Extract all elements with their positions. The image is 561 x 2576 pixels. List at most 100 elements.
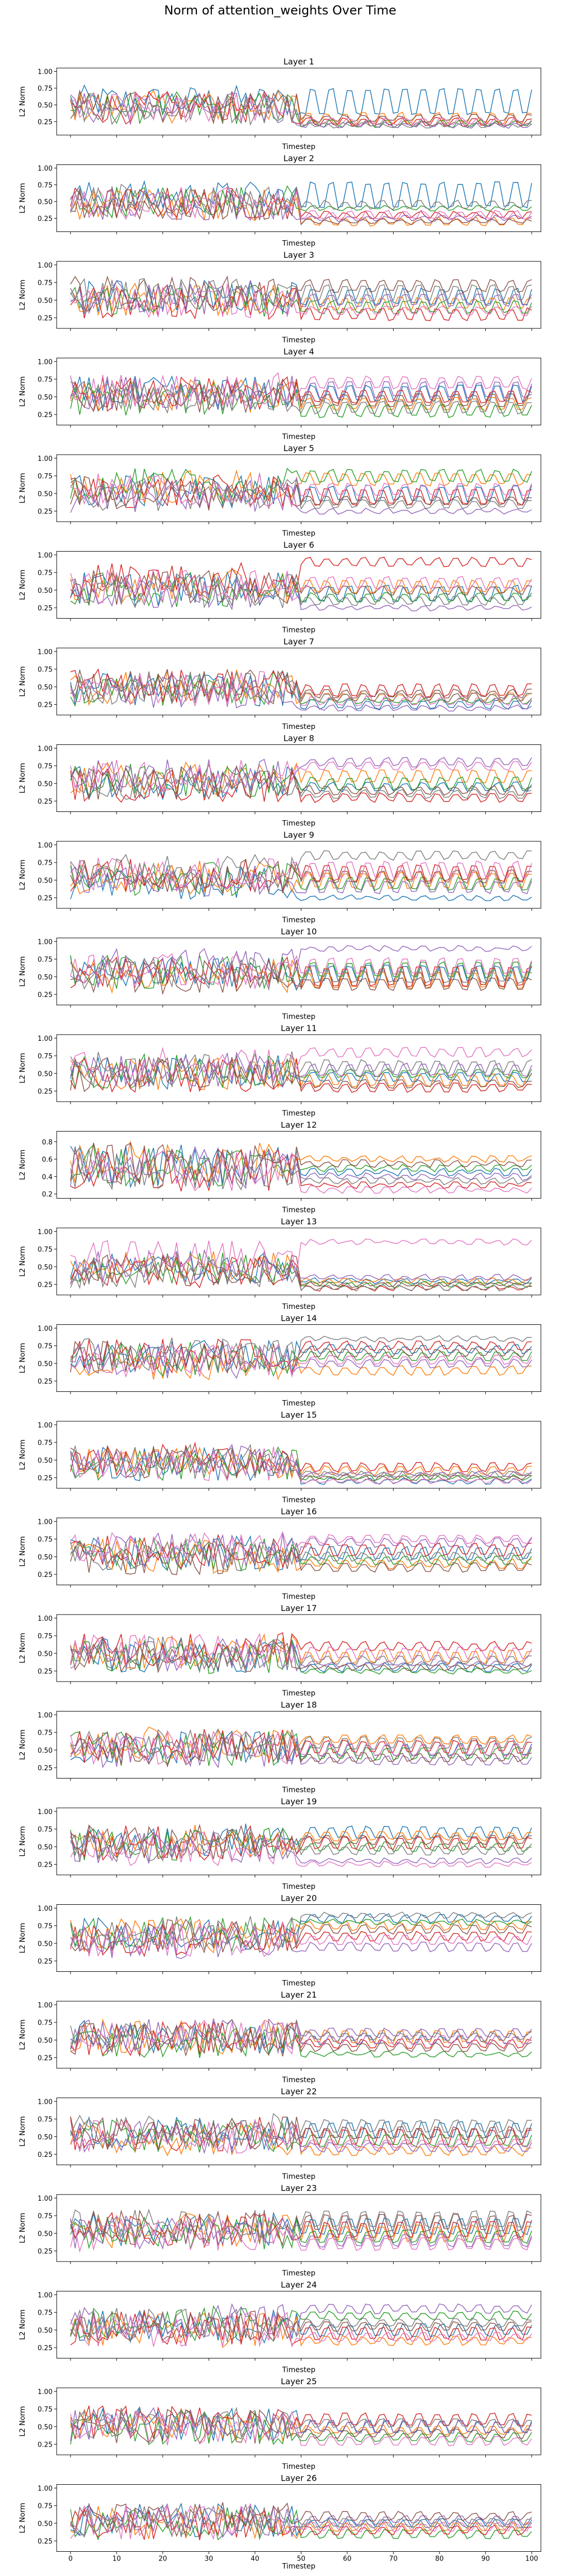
x-axis-label: Timestep (282, 723, 316, 731)
panel-title: Layer 19 (281, 1797, 317, 1806)
series-line-2 (70, 1633, 532, 1670)
series-line-6 (70, 2209, 532, 2246)
x-axis-label: Timestep (282, 1303, 316, 1311)
series-line-4 (70, 284, 532, 322)
y-tick-label: 0.75 (38, 2019, 53, 2027)
y-tick-label: 0.75 (38, 1536, 53, 1544)
y-tick-label: 1.00 (38, 2002, 53, 2009)
series-line-8 (70, 1252, 532, 1292)
axes-frame (56, 551, 541, 619)
y-axis-label: L2 Norm (19, 1150, 27, 1180)
series-line-7 (70, 569, 532, 604)
series-line-2 (70, 1140, 532, 1184)
panel-layer-19: Layer 19 0.25 0.50 0.75 1.00 L2 Norm Timestep (19, 1797, 541, 1891)
y-axis-label: L2 Norm (19, 183, 27, 213)
y-tick-label: 1.00 (38, 2098, 53, 2106)
series-line-4 (70, 1534, 532, 1569)
series-line-8 (70, 278, 532, 314)
series-line-5 (70, 1924, 532, 1959)
y-tick-label: 0.50 (38, 2327, 53, 2335)
series-line-4 (70, 91, 532, 127)
y-tick-label: 0.75 (38, 956, 53, 964)
series-line-8 (70, 1539, 532, 1572)
y-tick-label: 0.25 (38, 2248, 53, 2255)
series-line-3 (70, 1144, 532, 1187)
y-tick-label: 0.75 (38, 1730, 53, 1737)
panel-title: Layer 5 (283, 443, 314, 453)
y-tick-label: 0.50 (38, 1747, 53, 1755)
series-line-5 (70, 1145, 532, 1189)
y-tick-label: 0.50 (38, 877, 53, 885)
series-line-5 (70, 2303, 532, 2339)
x-axis-label: Timestep (282, 820, 316, 828)
series-line-4 (70, 1825, 532, 1861)
series-line-7 (70, 186, 532, 220)
axes-frame (56, 358, 541, 425)
series-line-5 (70, 2018, 532, 2053)
figure-title: Norm of attention_weights Over Time (164, 3, 396, 18)
x-axis-label: Timestep (282, 2076, 316, 2084)
panel-layer-21: Layer 21 0.25 0.50 0.75 1.00 L2 Norm Timestep (19, 1990, 541, 2084)
panel-title: Layer 3 (283, 250, 314, 260)
axes-frame (56, 1904, 541, 1972)
y-tick-label: 0.50 (38, 1843, 53, 1851)
series-group (70, 1726, 532, 1769)
series-line-8 (70, 2308, 532, 2342)
x-tick-label: 90 (481, 2555, 490, 2563)
series-line-3 (70, 380, 532, 418)
panel-title: Layer 17 (281, 1603, 317, 1613)
x-axis-label: Timestep (282, 143, 316, 151)
series-line-5 (70, 2215, 532, 2250)
y-tick-label: 0.25 (38, 411, 53, 419)
y-tick-label: 0.75 (38, 1343, 53, 1351)
y-tick-label: 0.75 (38, 1053, 53, 1060)
x-axis-label: Timestep (282, 2173, 316, 2181)
series-line-7 (70, 1730, 532, 1765)
series-line-4 (70, 1148, 532, 1192)
y-axis-label: L2 Norm (19, 956, 27, 987)
y-axis-label: L2 Norm (19, 1826, 27, 1856)
panel-title: Layer 26 (281, 2473, 317, 2483)
series-group (70, 1632, 532, 1675)
panel-layer-8: Layer 8 0.25 0.50 0.75 1.00 L2 Norm Timestep (19, 734, 541, 828)
series-line-3 (70, 1731, 532, 1767)
x-axis-label: Timestep (282, 2563, 316, 2571)
series-line-1 (70, 2309, 532, 2344)
panel-layer-16: Layer 16 0.25 0.50 0.75 1.00 L2 Norm Timestep (19, 1507, 541, 1601)
y-tick-label: 0.25 (38, 119, 53, 126)
y-tick-label: 0.25 (38, 605, 53, 612)
y-tick-label: 0.50 (38, 297, 53, 305)
y-tick-label: 0.25 (38, 314, 53, 322)
y-tick-label: 1.00 (38, 2291, 53, 2299)
series-line-1 (70, 1637, 532, 1673)
x-tick-label: 50 (297, 2555, 305, 2563)
series-line-8 (70, 2113, 532, 2150)
axes-frame (56, 1034, 541, 1102)
series-group (70, 2502, 532, 2540)
panel-title: Layer 8 (283, 734, 314, 743)
series-line-6 (70, 1142, 532, 1186)
series-line-6 (70, 2502, 532, 2538)
series-line-8 (70, 670, 532, 705)
series-line-7 (70, 2216, 532, 2253)
series-line-7 (70, 1921, 532, 1957)
y-tick-label: 1.00 (38, 2388, 53, 2396)
series-line-7 (70, 759, 532, 793)
series-line-3 (70, 955, 532, 990)
series-group (70, 1046, 532, 1093)
panel-layer-9: Layer 9 0.25 0.50 0.75 1.00 L2 Norm Timestep (19, 830, 541, 924)
series-line-4 (70, 1632, 532, 1667)
series-line-3 (70, 185, 532, 219)
y-tick-label: 1.00 (38, 165, 53, 173)
panel-layer-25: Layer 25 0.25 0.50 0.75 1.00 L2 Norm Timestep (19, 2376, 541, 2471)
x-axis-label: Timestep (282, 1593, 316, 1601)
x-axis-label: Timestep (282, 336, 316, 344)
series-group (70, 668, 532, 712)
axes-frame (56, 938, 541, 1005)
x-axis-label: Timestep (282, 529, 316, 538)
series-line-1 (70, 1535, 532, 1571)
y-tick-label: 1.00 (38, 1228, 53, 1236)
series-line-7 (70, 2312, 532, 2348)
y-tick-label: 1.00 (38, 455, 53, 463)
y-axis-label: L2 Norm (19, 2406, 27, 2436)
